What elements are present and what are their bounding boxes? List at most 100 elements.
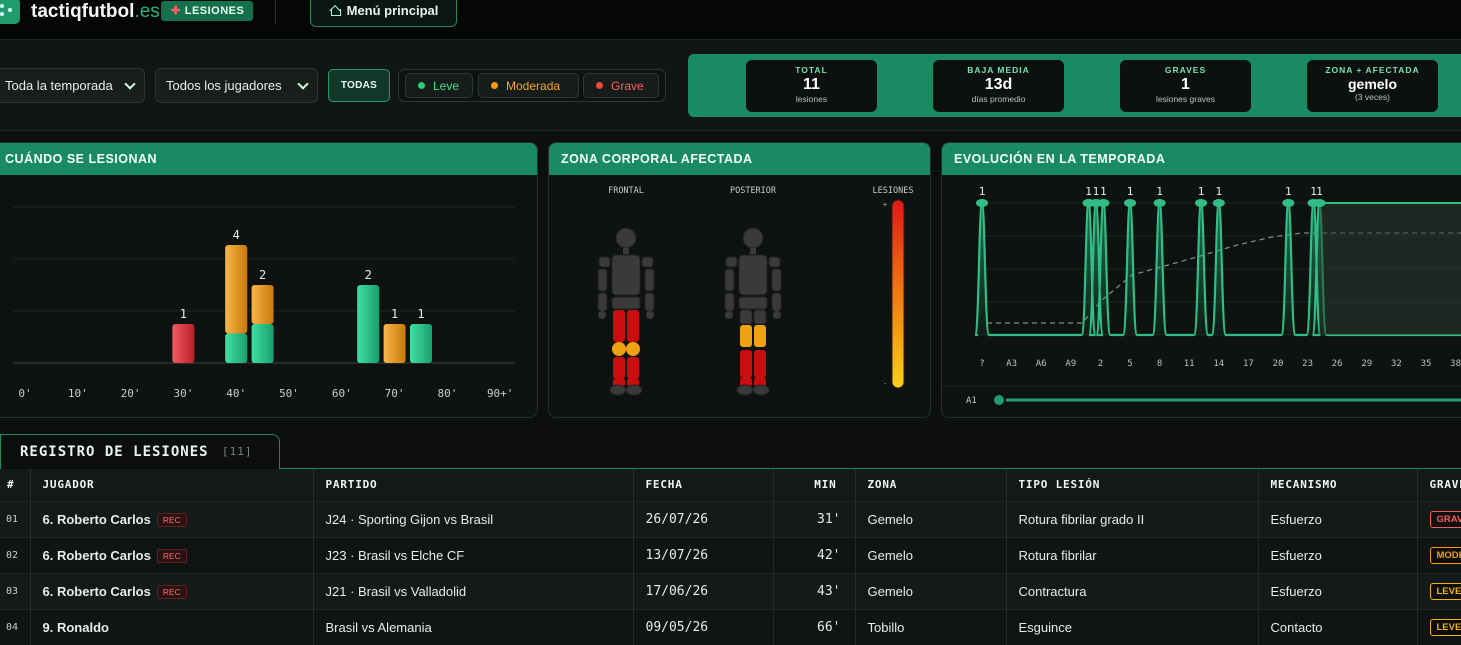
peak-label: 1 xyxy=(1085,185,1092,198)
row-severity: LEVE xyxy=(1417,609,1461,645)
left-calf-zone[interactable] xyxy=(740,350,752,378)
severity-filter-group: Leve Moderada Grave xyxy=(398,69,666,102)
col-type[interactable]: TIPO LESIÓN xyxy=(1006,469,1258,501)
main-menu-button[interactable]: Menú principal xyxy=(310,0,457,27)
severity-leve-button[interactable]: Leve xyxy=(405,73,473,98)
row-match: J24 · Sporting Gijon vs Brasil xyxy=(313,501,633,537)
slider-handle[interactable] xyxy=(993,394,1005,406)
col-num[interactable]: # xyxy=(0,469,30,501)
bar-segment-leve[interactable] xyxy=(410,324,432,363)
row-type: Contractura xyxy=(1006,573,1258,609)
left-hamstring-zone[interactable] xyxy=(740,325,752,347)
home-icon xyxy=(329,5,341,16)
severity-badge: MODERADA xyxy=(1430,547,1461,564)
bar-segment-moderada[interactable] xyxy=(225,245,247,334)
peak-point[interactable] xyxy=(1195,199,1207,207)
x-tick-label: 26 xyxy=(1332,359,1343,369)
season-select[interactable]: Toda la temporada xyxy=(0,68,145,103)
stat-sub: (3 veces) xyxy=(1307,92,1438,102)
left-knee-zone[interactable] xyxy=(612,342,626,356)
left-thigh-zone[interactable] xyxy=(613,310,625,342)
player-name: 6. Roberto Carlos xyxy=(43,512,151,527)
severity-grave-button[interactable]: Grave xyxy=(583,73,659,98)
players-select[interactable]: Todos los jugadores xyxy=(155,68,318,103)
peak-point[interactable] xyxy=(976,199,988,207)
x-tick-label: 14 xyxy=(1213,359,1224,369)
col-severity[interactable]: GRAVEDAD xyxy=(1417,469,1461,501)
bar-value-label: 1 xyxy=(180,307,187,321)
peak-point[interactable] xyxy=(1097,199,1109,207)
back-body-figure[interactable] xyxy=(725,228,781,395)
peak-point[interactable] xyxy=(1313,199,1325,207)
row-min: 42' xyxy=(773,537,855,573)
col-min[interactable]: MIN xyxy=(773,469,855,501)
registry-tab[interactable]: REGISTRO DE LESIONES [11] xyxy=(0,434,280,469)
peak-point[interactable] xyxy=(1213,199,1225,207)
col-mechanism[interactable]: MECANISMO xyxy=(1258,469,1417,501)
brand[interactable]: tactiqfutbol.es xyxy=(31,1,160,23)
severity-badge: LEVE xyxy=(1430,583,1461,600)
torso-zone[interactable] xyxy=(612,255,640,295)
stat-sub: días promedio xyxy=(933,94,1064,104)
right-calf-zone[interactable] xyxy=(754,350,766,378)
severity-badge: GRAVE xyxy=(1430,511,1461,528)
severity-moderada-button[interactable]: Moderada xyxy=(478,73,579,98)
bar-segment-moderada[interactable] xyxy=(384,324,406,363)
severity-leve-label: Leve xyxy=(433,79,459,93)
x-tick-label: 30' xyxy=(173,387,193,400)
front-body-figure[interactable] xyxy=(598,228,654,395)
col-player[interactable]: JUGADOR xyxy=(30,469,313,501)
x-tick-label: A6 xyxy=(1036,359,1047,369)
dot-icon xyxy=(596,82,603,89)
players-select-value: Todos los jugadores xyxy=(166,78,282,93)
chevron-down-icon xyxy=(297,78,308,89)
stat-label: GRAVES xyxy=(1120,65,1251,75)
panel-title: EVOLUCIÓN EN LA TEMPORADA xyxy=(942,143,1461,175)
x-tick-label: 5 xyxy=(1127,359,1132,369)
dot-icon xyxy=(418,82,425,89)
brand-tld: .es xyxy=(134,1,159,22)
bar-segment-moderada[interactable] xyxy=(252,285,274,324)
peak-point[interactable] xyxy=(1154,199,1166,207)
right-thigh-zone[interactable] xyxy=(627,310,639,342)
slider-label: A1 xyxy=(966,396,977,406)
bar-segment-leve[interactable] xyxy=(252,324,274,363)
head-zone[interactable] xyxy=(616,228,636,248)
col-match[interactable]: PARTIDO xyxy=(313,469,633,501)
filter-bar: Toda la temporada Todos los jugadores TO… xyxy=(0,41,1461,131)
x-tick-label: 60' xyxy=(332,387,352,400)
right-hamstring-zone[interactable] xyxy=(754,325,766,347)
col-date[interactable]: FECHA xyxy=(633,469,773,501)
bar-segment-leve[interactable] xyxy=(357,285,379,363)
x-tick-label: ? xyxy=(979,359,984,369)
x-tick-label: 20' xyxy=(121,387,141,400)
row-date: 13/07/26 xyxy=(633,537,773,573)
x-tick-label: 32 xyxy=(1391,359,1402,369)
all-severities-button[interactable]: TODAS xyxy=(328,69,390,102)
stat-value: 11 xyxy=(746,76,877,94)
peak-point[interactable] xyxy=(1124,199,1136,207)
row-player[interactable]: 9. Ronaldo xyxy=(30,609,313,645)
plateau-area xyxy=(1319,203,1461,335)
x-tick-label: 10' xyxy=(68,387,88,400)
col-zone[interactable]: ZONA xyxy=(855,469,1006,501)
severity-moderada-label: Moderada xyxy=(506,79,560,93)
bar-segment-leve[interactable] xyxy=(225,334,247,364)
player-name: 6. Roberto Carlos xyxy=(43,584,151,599)
row-date: 26/07/26 xyxy=(633,501,773,537)
right-knee-zone[interactable] xyxy=(626,342,640,356)
chevron-down-icon xyxy=(124,78,135,89)
peak-point[interactable] xyxy=(1282,199,1294,207)
x-tick-label: 0' xyxy=(18,387,31,400)
bar-segment-grave[interactable] xyxy=(172,324,194,363)
